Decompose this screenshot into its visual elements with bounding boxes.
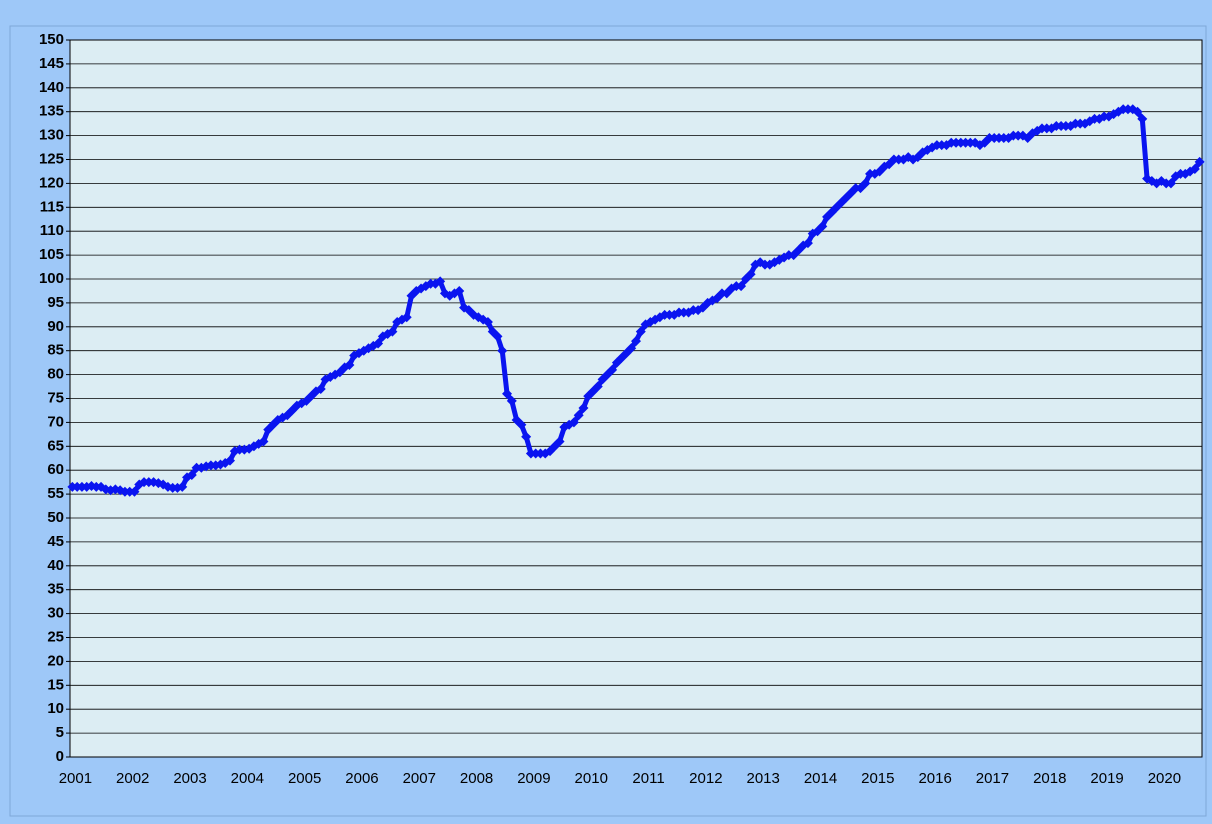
data-marker [1189, 164, 1200, 175]
data-marker [578, 403, 589, 414]
x-tick-label: 2003 [173, 770, 206, 787]
x-tick-label: 2011 [632, 770, 664, 787]
x-tick-label: 2009 [517, 770, 550, 787]
x-tick-label: 2005 [288, 770, 321, 787]
y-tick-label: 125 [39, 150, 64, 167]
data-marker [387, 326, 398, 337]
y-tick-label: 150 [39, 31, 64, 48]
y-tick-label: 80 [47, 366, 64, 383]
data-marker [635, 326, 646, 337]
x-tick-label: 2004 [231, 770, 264, 787]
data-marker [454, 285, 465, 296]
data-marker [802, 238, 813, 249]
y-tick-label: 40 [47, 557, 64, 574]
y-tick-label: 70 [47, 413, 64, 430]
x-tick-label: 2006 [345, 770, 378, 787]
y-tick-label: 30 [47, 605, 64, 622]
data-marker [516, 419, 527, 430]
data-marker [568, 417, 579, 428]
x-tick-label: 2010 [575, 770, 608, 787]
y-tick-label: 100 [39, 270, 64, 287]
data-marker [817, 221, 828, 232]
data-marker [860, 178, 871, 189]
y-tick-label: 25 [47, 628, 64, 645]
y-tick-label: 75 [47, 389, 64, 406]
data-marker [373, 338, 384, 349]
x-tick-label: 2018 [1033, 770, 1066, 787]
data-marker [177, 481, 188, 492]
data-marker [129, 486, 140, 497]
chart-frame [9, 25, 1207, 817]
y-tick-label: 65 [47, 437, 64, 454]
y-tick-label: 20 [47, 652, 64, 669]
x-tick-label: 2002 [116, 770, 149, 787]
data-marker [401, 312, 412, 323]
data-marker [344, 360, 355, 371]
data-marker [315, 383, 326, 394]
y-tick-label: 115 [40, 198, 64, 215]
x-tick-label: 2012 [689, 770, 722, 787]
x-tick-label: 2001 [59, 770, 92, 787]
data-marker [1137, 113, 1148, 124]
x-tick-label: 2014 [804, 770, 837, 787]
y-tick-label: 105 [39, 246, 64, 263]
y-tick-label: 45 [47, 533, 64, 550]
data-marker [631, 336, 641, 347]
data-marker [592, 381, 603, 392]
data-marker [435, 276, 446, 287]
data-marker [607, 364, 618, 375]
y-tick-label: 145 [39, 55, 64, 72]
data-marker [482, 317, 493, 328]
x-tick-label: 2008 [460, 770, 493, 787]
data-marker [492, 331, 503, 342]
x-tick-label: 2013 [746, 770, 779, 787]
data-marker [225, 455, 236, 466]
data-marker [1017, 130, 1028, 141]
data-marker [1132, 106, 1143, 117]
data-marker [745, 269, 756, 280]
x-tick-label: 2016 [918, 770, 951, 787]
x-tick-label: 2015 [861, 770, 894, 787]
data-marker [502, 388, 513, 399]
y-tick-label: 60 [47, 461, 64, 478]
y-tick-label: 140 [39, 79, 64, 96]
y-tick-label: 90 [47, 318, 64, 335]
y-tick-label: 55 [47, 485, 64, 502]
data-marker [736, 281, 747, 292]
y-tick-label: 85 [47, 342, 64, 359]
x-tick-label: 2020 [1148, 770, 1181, 787]
data-marker [258, 436, 269, 447]
y-tick-label: 15 [47, 676, 64, 693]
data-marker [186, 469, 197, 480]
y-tick-label: 120 [39, 174, 64, 191]
y-tick-label: 130 [39, 127, 64, 144]
y-tick-label: 35 [47, 581, 64, 598]
y-tick-label: 110 [40, 222, 64, 239]
y-tick-label: 0 [56, 748, 64, 765]
y-tick-label: 95 [47, 294, 64, 311]
x-tick-label: 2017 [976, 770, 1009, 787]
y-tick-label: 135 [39, 103, 64, 120]
data-marker [1165, 178, 1176, 189]
x-tick-label: 2007 [403, 770, 436, 787]
data-marker [626, 343, 637, 354]
x-tick-label: 2019 [1090, 770, 1123, 787]
data-marker [521, 431, 532, 442]
data-marker [497, 345, 508, 356]
data-marker [573, 410, 584, 421]
y-tick-label: 5 [56, 724, 64, 741]
y-tick-label: 50 [47, 509, 64, 526]
data-marker [1194, 156, 1205, 167]
data-marker [554, 436, 565, 447]
y-tick-label: 10 [47, 700, 64, 717]
data-marker [506, 395, 517, 406]
